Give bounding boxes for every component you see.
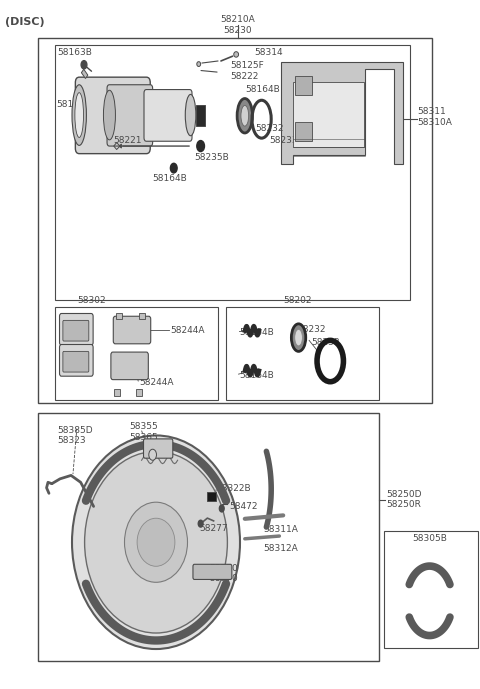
Bar — [293, 82, 364, 147]
Bar — [295, 122, 312, 141]
Text: 58305B: 58305B — [412, 534, 447, 543]
Text: 58164B: 58164B — [239, 371, 274, 380]
Text: 58235B: 58235B — [194, 153, 229, 162]
Bar — [38, 413, 379, 661]
FancyBboxPatch shape — [63, 351, 89, 372]
Text: 58164B: 58164B — [153, 174, 187, 183]
Ellipse shape — [197, 61, 201, 67]
Polygon shape — [119, 144, 121, 148]
Bar — [114, 389, 120, 396]
Bar — [196, 105, 205, 126]
Text: 58164B: 58164B — [239, 327, 274, 337]
Text: 58311
58310A: 58311 58310A — [418, 107, 453, 127]
Text: 58244A: 58244A — [170, 326, 205, 336]
Ellipse shape — [237, 99, 252, 133]
Text: 58314: 58314 — [254, 48, 283, 57]
Text: 58210A
58230: 58210A 58230 — [220, 15, 255, 34]
Ellipse shape — [84, 451, 228, 633]
FancyBboxPatch shape — [60, 313, 93, 345]
Circle shape — [81, 61, 87, 69]
Text: 58244A: 58244A — [139, 378, 174, 387]
Bar — [384, 531, 478, 648]
FancyBboxPatch shape — [75, 77, 150, 154]
Ellipse shape — [185, 94, 196, 136]
Text: 58232: 58232 — [298, 325, 326, 334]
Circle shape — [197, 141, 204, 152]
Text: 58385D
58323: 58385D 58323 — [58, 426, 93, 445]
Bar — [55, 45, 410, 300]
FancyBboxPatch shape — [60, 344, 93, 376]
Ellipse shape — [241, 105, 249, 126]
Bar — [226, 307, 379, 400]
Ellipse shape — [72, 435, 240, 649]
Ellipse shape — [124, 502, 188, 582]
Text: 58222: 58222 — [230, 72, 259, 81]
Bar — [38, 38, 432, 403]
Text: 58302: 58302 — [77, 296, 106, 305]
Ellipse shape — [104, 90, 115, 140]
FancyBboxPatch shape — [144, 90, 192, 141]
Bar — [136, 389, 142, 396]
Text: 58355
58365: 58355 58365 — [130, 422, 158, 442]
Text: 58232: 58232 — [255, 124, 284, 133]
Polygon shape — [281, 62, 403, 164]
Text: 58277: 58277 — [199, 524, 228, 533]
Text: 58125F: 58125F — [230, 61, 264, 70]
Text: 58202: 58202 — [283, 296, 312, 305]
FancyBboxPatch shape — [107, 85, 153, 146]
Text: 58350
58370: 58350 58370 — [209, 564, 238, 583]
Text: 58233: 58233 — [311, 338, 340, 347]
Circle shape — [170, 163, 177, 173]
Ellipse shape — [75, 92, 84, 138]
FancyBboxPatch shape — [144, 439, 173, 458]
Ellipse shape — [234, 52, 239, 57]
Bar — [82, 70, 88, 79]
Text: 58312A: 58312A — [263, 544, 298, 553]
Text: 58163B: 58163B — [58, 48, 93, 57]
Bar — [207, 492, 216, 501]
FancyBboxPatch shape — [63, 320, 89, 341]
Text: 58125: 58125 — [57, 100, 85, 109]
Text: 58164B: 58164B — [245, 85, 279, 94]
Text: (DISC): (DISC) — [5, 17, 45, 28]
Circle shape — [219, 505, 224, 512]
Ellipse shape — [72, 85, 86, 145]
Text: 58221: 58221 — [113, 136, 141, 145]
Ellipse shape — [295, 329, 302, 346]
Text: 58472: 58472 — [229, 502, 258, 511]
Text: 58311A: 58311A — [263, 525, 298, 534]
Bar — [139, 313, 145, 319]
Ellipse shape — [291, 324, 306, 351]
Text: 58322B: 58322B — [216, 484, 251, 493]
Circle shape — [198, 520, 203, 527]
Bar — [55, 307, 218, 400]
Text: 58233: 58233 — [269, 136, 298, 145]
Text: 58250D
58250R: 58250D 58250R — [386, 490, 422, 509]
Circle shape — [149, 449, 156, 460]
FancyBboxPatch shape — [111, 352, 148, 380]
Bar — [295, 76, 312, 95]
Bar — [116, 313, 122, 319]
FancyBboxPatch shape — [193, 564, 232, 579]
FancyBboxPatch shape — [113, 316, 151, 344]
Ellipse shape — [137, 518, 175, 566]
